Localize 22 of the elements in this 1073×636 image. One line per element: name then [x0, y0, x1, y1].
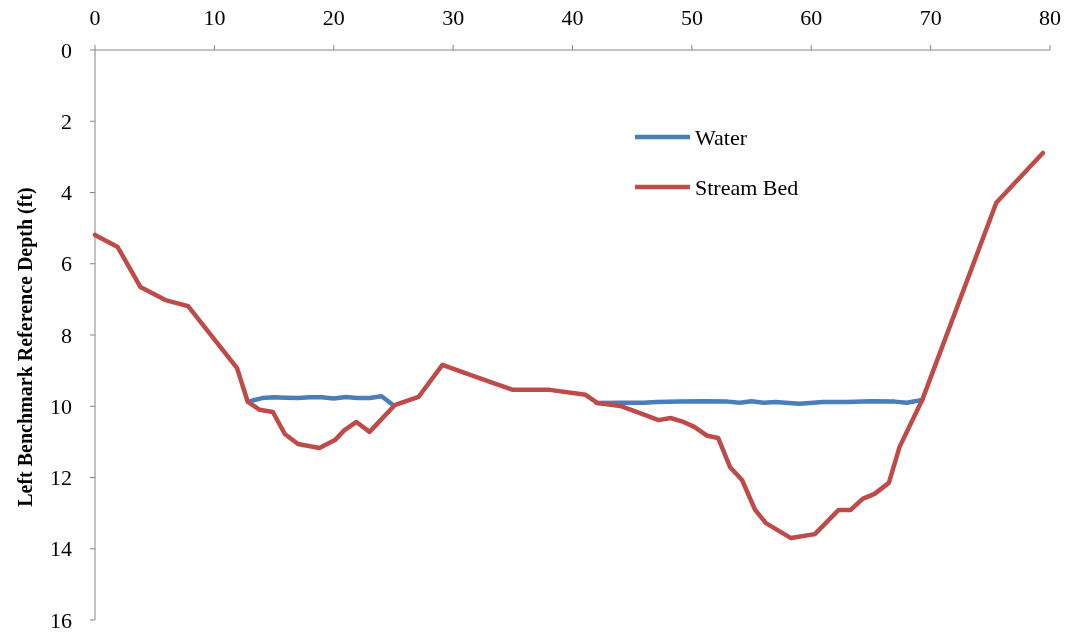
x-tick-label: 40 — [561, 5, 584, 30]
y-tick-label: 10 — [50, 393, 72, 419]
y-tick-label: 8 — [61, 322, 72, 348]
y-tick-label: 2 — [61, 108, 72, 134]
y-tick-label: 16 — [50, 607, 72, 633]
x-tick-label: 10 — [203, 5, 226, 30]
x-tick-label: 20 — [322, 5, 345, 30]
x-tick-label: 60 — [800, 5, 823, 30]
legend-label: Water — [695, 124, 748, 150]
x-tick-label: 0 — [89, 5, 101, 30]
y-tick-label: 4 — [61, 180, 72, 206]
y-tick-label: 12 — [50, 465, 72, 491]
legend-label: Stream Bed — [695, 174, 799, 200]
line-series — [92, 150, 1046, 541]
x-tick-label: 30 — [442, 5, 465, 30]
x-tick-label: 80 — [1039, 5, 1061, 30]
x-tick-label: 50 — [680, 5, 703, 30]
y-tick-label: 0 — [61, 37, 72, 63]
y-tick-label: 14 — [50, 536, 72, 562]
y-tick-label: 6 — [61, 251, 72, 277]
x-tick-label: 70 — [919, 5, 942, 30]
y-axis-title: Left Benchmark Reference Depth (ft) — [14, 187, 37, 507]
